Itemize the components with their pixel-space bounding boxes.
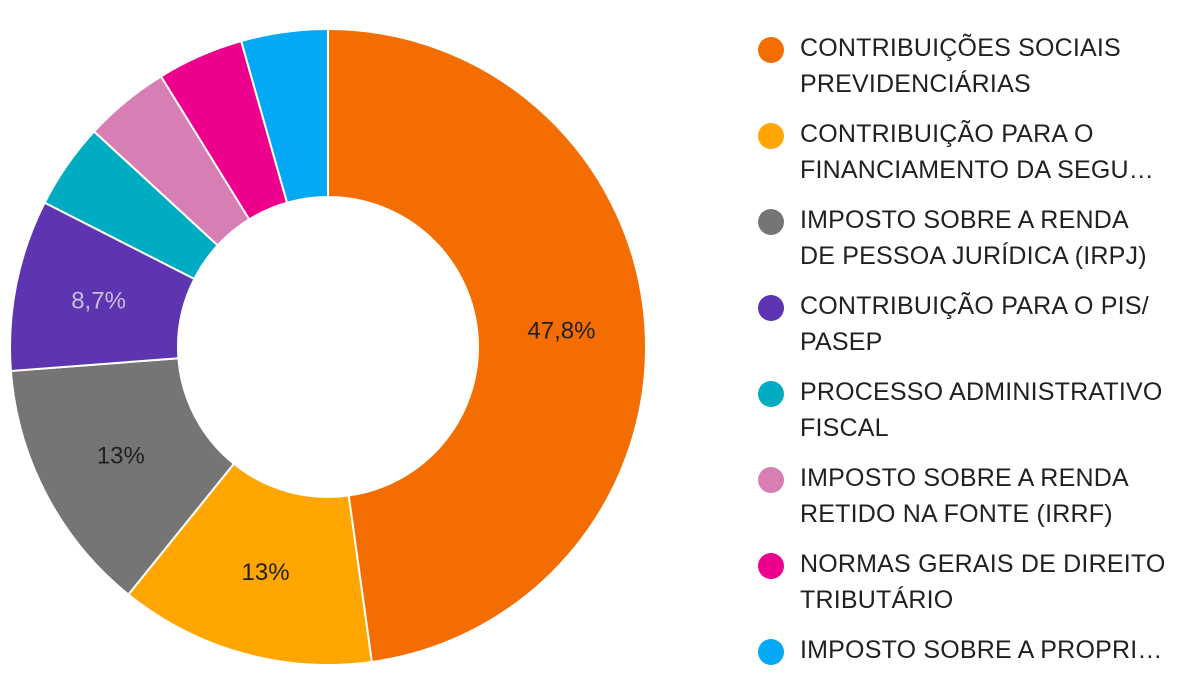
legend-swatch: [758, 37, 784, 63]
legend-swatch: [758, 295, 784, 321]
slice-label-1: 47,8%: [527, 317, 595, 344]
legend-label-line: PASEP: [800, 328, 883, 356]
legend-label-line: IMPOSTO SOBRE A PROPRI…: [800, 636, 1163, 664]
legend-swatch: [758, 381, 784, 407]
slice-label-3: 13%: [97, 442, 145, 469]
slice-label-4: 8,7%: [71, 287, 126, 314]
legend-label-line: PREVIDENCIÁRIAS: [800, 70, 1031, 98]
legend-swatch: [758, 209, 784, 235]
legend-label: IMPOSTO SOBRE A PROPRI…: [800, 632, 1192, 668]
legend-swatch: [758, 467, 784, 493]
donut-slice-3: [9, 357, 236, 596]
legend-item: NORMAS GERAIS DE DIREITO TRIBUTÁRIO: [758, 546, 1198, 632]
donut-slice-1: [327, 27, 648, 664]
legend-label-line: TRIBUTÁRIO: [800, 586, 954, 614]
legend-item: CONTRIBUIÇÃO PARA O PIS/PASEP: [758, 288, 1198, 374]
legend-item: CONTRIBUIÇÃO PARA O FINANCIAMENTO DA SEGU…: [758, 116, 1198, 202]
legend-label-line: CONTRIBUIÇÃO PARA O PIS/: [800, 292, 1149, 320]
legend-item: PROCESSO ADMINISTRATIVO FISCAL: [758, 374, 1198, 460]
legend-swatch: [758, 553, 784, 579]
legend-label: CONTRIBUIÇÕES SOCIAIS PREVIDENCIÁRIAS: [800, 30, 1192, 102]
legend-label: CONTRIBUIÇÃO PARA O FINANCIAMENTO DA SEGU…: [800, 116, 1192, 188]
donut-slices: [9, 27, 648, 666]
legend-label: CONTRIBUIÇÃO PARA O PIS/PASEP: [800, 288, 1192, 360]
legend-label-line: CONTRIBUIÇÃO PARA O: [800, 120, 1094, 148]
legend-label: PROCESSO ADMINISTRATIVO FISCAL: [800, 374, 1192, 446]
legend-label-line: FISCAL: [800, 414, 889, 442]
slice-label-2: 13%: [242, 559, 290, 586]
legend-label-line: RETIDO NA FONTE (IRRF): [800, 500, 1113, 528]
legend-label-line: IMPOSTO SOBRE A RENDA: [800, 206, 1129, 234]
donut-slice-2: [126, 462, 373, 666]
legend-item: IMPOSTO SOBRE A RENDA DE PESSOA JURÍDICA …: [758, 202, 1198, 288]
legend-label-line: CONTRIBUIÇÕES SOCIAIS: [800, 34, 1121, 62]
legend-label-line: NORMAS GERAIS DE DIREITO: [800, 550, 1166, 578]
legend-label: NORMAS GERAIS DE DIREITO TRIBUTÁRIO: [800, 546, 1192, 618]
chart-legend: CONTRIBUIÇÕES SOCIAIS PREVIDENCIÁRIAS CONT…: [758, 30, 1198, 672]
legend-item: IMPOSTO SOBRE A RENDA RETIDO NA FONTE (IR…: [758, 460, 1198, 546]
legend-item: CONTRIBUIÇÕES SOCIAIS PREVIDENCIÁRIAS: [758, 30, 1198, 116]
legend-swatch: [758, 639, 784, 665]
legend-label-line: PROCESSO ADMINISTRATIVO: [800, 378, 1163, 406]
legend-label-line: FINANCIAMENTO DA SEGU…: [800, 156, 1154, 184]
legend-label: IMPOSTO SOBRE A RENDA RETIDO NA FONTE (IR…: [800, 460, 1192, 532]
legend-swatch: [758, 123, 784, 149]
legend-label-line: DE PESSOA JURÍDICA (IRPJ): [800, 242, 1147, 270]
legend-label: IMPOSTO SOBRE A RENDA DE PESSOA JURÍDICA …: [800, 202, 1192, 274]
legend-label-line: IMPOSTO SOBRE A RENDA: [800, 464, 1129, 492]
slice-labels: 47,8% 13% 13% 8,7%: [71, 287, 595, 586]
donut-slice-8: [239, 27, 329, 204]
legend-item: IMPOSTO SOBRE A PROPRI…: [758, 632, 1198, 672]
